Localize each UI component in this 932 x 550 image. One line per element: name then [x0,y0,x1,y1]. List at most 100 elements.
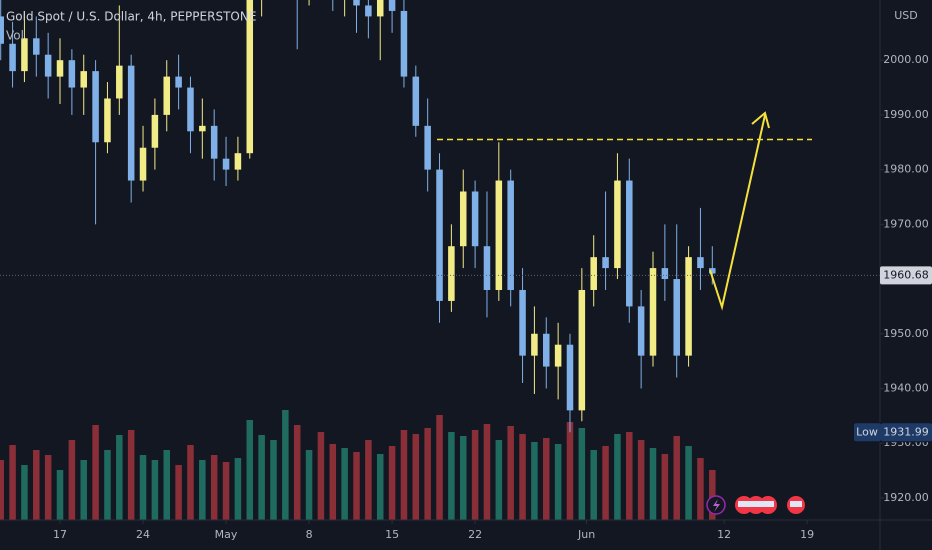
low-name-tag [854,423,881,442]
candle-body [673,279,680,356]
volume-bar [116,435,123,520]
candle-body [56,60,64,77]
candle-body [365,5,372,17]
volume-bar [92,425,99,520]
candle-body [92,71,99,143]
candle-body [424,125,431,170]
volume-bar [685,446,692,520]
candle-body [163,76,171,115]
volume-bar [459,436,467,520]
x-tick-label: 19 [800,528,814,541]
candle-body [353,0,360,6]
volume-bar [9,445,16,520]
candle-body [602,257,609,269]
volume-bar [341,448,348,520]
candle-body [234,153,242,170]
x-tick-label: 17 [53,528,67,541]
candle-body [649,268,657,356]
volume-bar [376,454,384,520]
volume-bar [0,460,4,520]
candle-body [139,147,147,181]
volume-bar [80,460,87,520]
volume-bar [661,454,669,520]
volume-bar [673,436,680,520]
volume-bar [246,420,254,520]
x-tick-label: 22 [468,528,482,541]
candle-body [519,289,526,356]
volume-bar [543,438,550,520]
candle-body [210,125,218,159]
y-tick-label: 2000.00 [883,53,929,66]
candle-body [33,38,40,55]
currency-label: USD [894,9,918,22]
y-tick-label: 1940.00 [883,381,929,394]
candle-body [637,306,645,356]
volume-bar [175,465,182,520]
volume-bar [56,470,64,520]
volume-bar [139,455,147,520]
projection-arrow [709,111,770,311]
volume-bar [697,458,704,520]
event-icon-bolt [713,499,720,512]
volume-bar [329,444,337,520]
volume-bar [590,450,597,520]
volume-bar [365,440,372,520]
last-price-tag [880,266,932,285]
volume-bar [531,442,538,520]
candle-body [471,191,479,247]
volume-bar [448,432,455,520]
volume-bar [471,430,479,520]
volume-bar [709,470,716,520]
volume-bar [317,432,325,520]
volume-bar [626,432,633,520]
y-tick-label: 1920.00 [883,491,929,504]
last-price-label: 1960.68 [883,268,929,281]
volume-bar [210,455,218,520]
volume-bar [578,428,586,520]
event-flag [790,501,802,507]
event-icons [706,495,805,515]
candle-body [222,158,230,170]
x-tick-label: 24 [136,528,150,541]
candle-body [614,180,621,269]
candle-body [116,65,123,99]
candle-body [436,169,443,301]
y-tick-label: 1950.00 [883,327,929,340]
candle-body [685,257,692,356]
event-flag [738,501,750,507]
volume-bar [424,428,431,520]
indicator-label: Vol [6,29,24,43]
volume-bar [104,450,111,520]
x-tick-label: May [215,528,238,541]
candle-body [661,268,669,280]
event-flag [762,501,774,507]
x-tick-label: 8 [306,528,313,541]
candle-body [127,65,135,181]
event-flag [750,501,762,507]
candle-body [44,54,52,77]
candle-body [187,87,194,132]
candle-body [68,60,76,88]
candle-body [507,180,514,290]
candle-body [400,10,408,77]
candle-body [626,180,633,307]
candle-body [246,0,254,154]
volume-bar [44,455,52,520]
volume-bar [519,434,526,520]
volume-bar [400,430,408,520]
y-tick-label: 1970.00 [883,217,929,230]
low-value-tag [881,423,932,442]
volume-bar [614,434,621,520]
candle-body [0,16,4,44]
candle-body [543,333,550,367]
volume-bar [293,425,301,520]
volume-bar [649,448,657,520]
volume-bar [483,424,491,520]
volume-bar [234,458,242,520]
volume-bar [282,410,289,520]
candle-body [21,38,28,72]
volume-bar [353,452,360,520]
candle-body [412,76,420,126]
